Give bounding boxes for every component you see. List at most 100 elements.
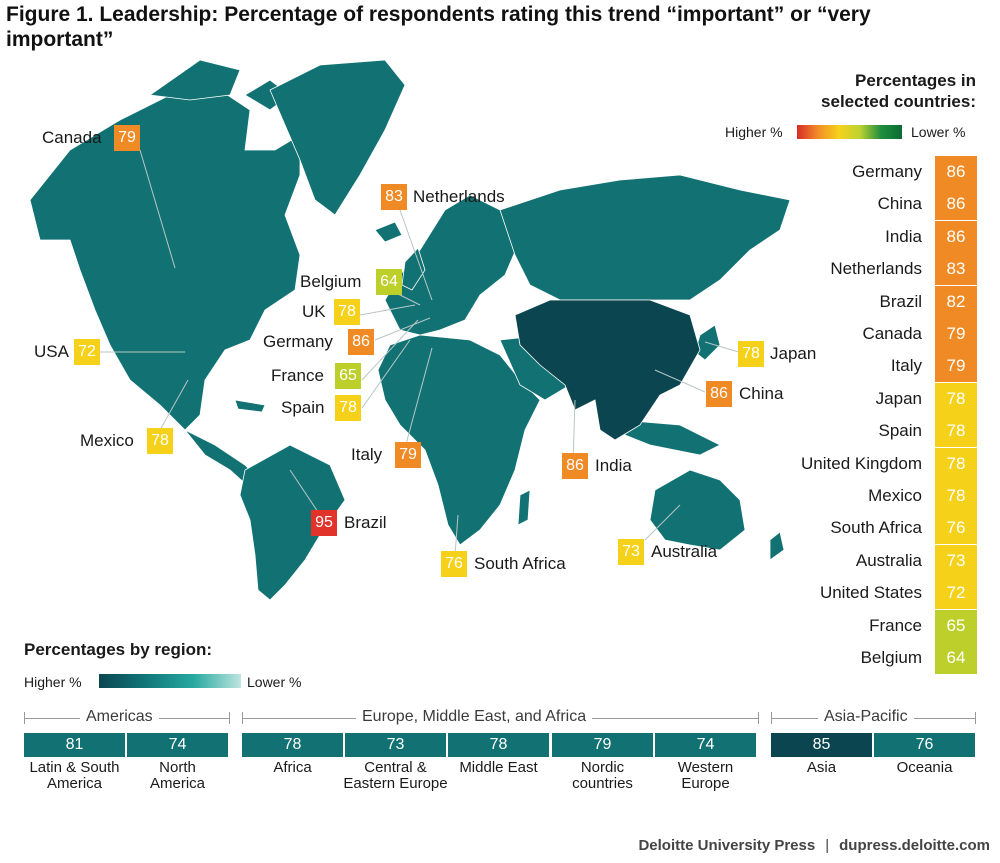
label-mexico-value: 78 xyxy=(147,428,173,454)
selected-row-value: 78 xyxy=(935,415,977,448)
region-bar: 78 xyxy=(242,733,343,757)
label-belgium-name: Belgium xyxy=(300,272,362,291)
region-bar: 79 xyxy=(552,733,653,757)
region-label: Latin & South America xyxy=(29,759,120,792)
label-japan-value: 78 xyxy=(738,341,764,367)
footer-publisher: Deloitte University Press xyxy=(638,837,816,854)
selected-row-value: 78 xyxy=(935,382,977,415)
label-china-value: 86 xyxy=(706,381,732,407)
region-bar: 74 xyxy=(127,733,228,757)
label-uk-value: 78 xyxy=(334,299,360,325)
south-america-shape xyxy=(239,444,346,600)
region-bar: 81 xyxy=(24,733,125,757)
region-label: Central & Eastern Europe xyxy=(343,759,448,792)
label-france-value: 65 xyxy=(335,363,361,389)
australia-shape xyxy=(649,469,746,551)
region-bar: 74 xyxy=(655,733,756,757)
selected-row-name: Australia xyxy=(855,550,922,570)
label-netherlands-name: Netherlands xyxy=(413,187,505,206)
asia-shape xyxy=(514,299,701,441)
selected-row-name: Mexico xyxy=(868,486,922,505)
label-italy-name: Italy xyxy=(351,445,383,464)
group-emea: Europe, Middle East, and Africa xyxy=(356,708,593,726)
label-canada-name: Canada xyxy=(42,128,102,147)
label-india-value: 86 xyxy=(562,453,588,479)
label-brazil-name: Brazil xyxy=(344,513,387,532)
selected-row-value: 86 xyxy=(935,220,977,253)
label-france-name: France xyxy=(271,366,324,385)
region-label: North America xyxy=(149,759,205,792)
apac-tick-left xyxy=(771,712,772,724)
label-spain-name: Spain xyxy=(281,398,325,417)
selected-row-value: 79 xyxy=(935,318,977,350)
selected-row-value: 83 xyxy=(935,253,977,286)
selected-row-value: 64 xyxy=(935,642,977,674)
selected-row-value: 72 xyxy=(935,577,977,610)
selected-legend-gradient xyxy=(797,125,902,139)
selected-row-value: 73 xyxy=(935,544,977,577)
selected-row-value: 76 xyxy=(935,512,977,545)
selected-title-line1: Percentages in xyxy=(855,71,976,90)
group-americas: Americas xyxy=(80,708,159,726)
selected-row-value: 78 xyxy=(935,447,977,480)
label-south-africa-name: South Africa xyxy=(474,554,566,573)
region-label: Middle East xyxy=(459,759,538,776)
label-japan-name: Japan xyxy=(770,344,817,363)
selected-legend-high: Higher % xyxy=(725,124,783,140)
figure-title: Figure 1. Leadership: Percentage of resp… xyxy=(6,3,871,51)
region-legend-high: Higher % xyxy=(24,674,82,690)
region-bar: 85 xyxy=(771,733,872,757)
label-canada-value: 79 xyxy=(114,125,140,151)
region-bar: 76 xyxy=(874,733,975,757)
selected-row-name: Germany xyxy=(852,162,922,181)
north-america-shape xyxy=(29,89,301,431)
americas-tick-right xyxy=(229,712,230,724)
africa-shape xyxy=(377,334,541,546)
label-germany-name: Germany xyxy=(263,332,333,351)
selected-row-name: United States xyxy=(819,583,922,603)
footer-separator: | xyxy=(825,837,830,854)
greenland-shape xyxy=(269,60,406,216)
emea-tick-left xyxy=(242,712,243,724)
region-label: Western Europe xyxy=(677,759,734,792)
label-spain-value: 78 xyxy=(335,395,361,421)
label-belgium-value: 64 xyxy=(376,269,402,295)
selected-row-value: 82 xyxy=(935,285,977,318)
label-south-africa-value: 76 xyxy=(441,551,467,577)
apac-tick-right xyxy=(975,712,976,724)
europe-shape xyxy=(384,194,521,336)
region-legend-gradient xyxy=(99,674,241,688)
selected-row-value: 78 xyxy=(935,480,977,512)
selected-row-name: Canada xyxy=(862,324,922,343)
label-italy-value: 79 xyxy=(395,442,421,468)
selected-row-value: 86 xyxy=(935,188,977,221)
label-mexico-name: Mexico xyxy=(80,431,134,450)
region-label: Nordic countries xyxy=(572,759,633,792)
russia-shape xyxy=(499,174,790,301)
region-title: Percentages by region: xyxy=(24,640,213,659)
label-china-name: China xyxy=(739,384,784,403)
selected-row-value: 65 xyxy=(935,609,977,642)
selected-row-value: 79 xyxy=(935,350,977,383)
selected-row-name: South Africa xyxy=(830,518,922,538)
label-australia-name: Australia xyxy=(651,542,718,561)
label-australia-value: 73 xyxy=(618,539,644,565)
label-usa-value: 72 xyxy=(74,339,100,365)
selected-title-line2: selected countries: xyxy=(821,92,976,111)
region-legend-low: Lower % xyxy=(247,674,302,690)
americas-tick-left xyxy=(24,712,25,724)
selected-row-name: Belgium xyxy=(860,648,922,667)
label-brazil-value: 95 xyxy=(311,510,337,536)
label-germany-value: 86 xyxy=(348,329,374,355)
emea-tick-right xyxy=(758,712,759,724)
group-apac: Asia-Pacific xyxy=(818,708,914,726)
selected-countries-title: Percentages in selected countries: xyxy=(821,70,976,112)
footer: Deloitte University Press | dupress.deloit… xyxy=(638,837,990,854)
selected-row-value: 86 xyxy=(935,156,977,188)
region-label: Oceania xyxy=(896,759,953,776)
region-bar: 73 xyxy=(345,733,446,757)
selected-row-name: Italy xyxy=(890,356,922,376)
selected-row-name: Netherlands xyxy=(830,259,922,279)
selected-row-name: Spain xyxy=(878,421,922,441)
selected-row-name: India xyxy=(885,226,922,246)
